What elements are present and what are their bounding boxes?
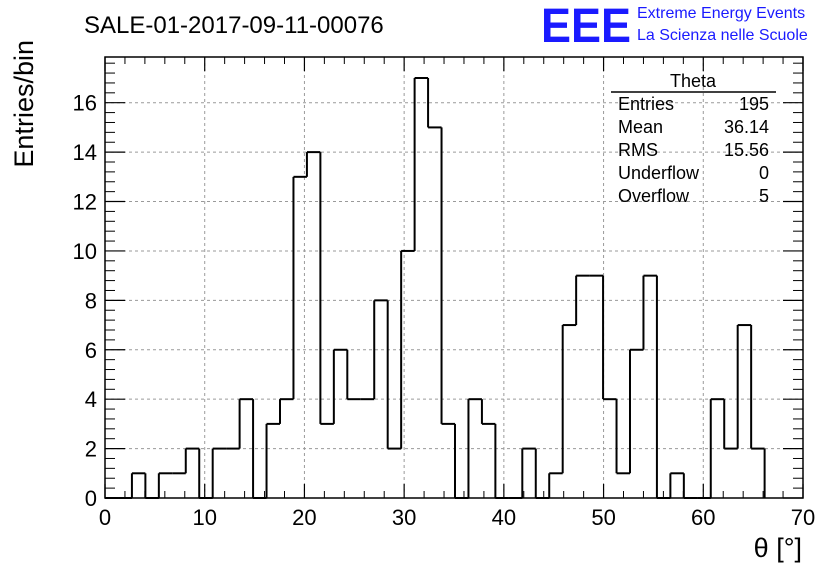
stats-title: Theta	[670, 71, 717, 91]
stats-box: Theta Entries 195 Mean 36.14 RMS 15.56 Underfl…	[611, 71, 776, 206]
stats-row-label: Entries	[618, 94, 674, 114]
stats-row-value: 15.56	[724, 140, 769, 160]
x-tick-label: 0	[99, 505, 111, 530]
y-tick-label: 6	[85, 338, 97, 363]
y-tick-label: 14	[73, 140, 97, 165]
y-tick-label: 10	[73, 239, 97, 264]
stats-row-value: 0	[759, 163, 769, 183]
stats-row-value: 195	[739, 94, 769, 114]
x-tick-label: 20	[292, 505, 316, 530]
y-tick-label: 2	[85, 437, 97, 462]
stats-row-value: 36.14	[724, 117, 769, 137]
x-tick-label: 40	[492, 505, 516, 530]
stats-row-label: Underflow	[618, 163, 700, 183]
y-tick-label: 4	[85, 387, 97, 412]
y-tick-label: 0	[85, 486, 97, 511]
eee-logo: EEE Extreme Energy Events La Scienza nel…	[541, 0, 808, 53]
x-tick-label: 60	[691, 505, 715, 530]
x-tick-label: 30	[392, 505, 416, 530]
logo-mark: EEE	[541, 0, 631, 53]
stats-rows: Entries 195 Mean 36.14 RMS 15.56 Underflow 0 Ove…	[618, 94, 769, 206]
y-axis-label: Entries/bin	[9, 40, 39, 168]
stats-row-value: 5	[759, 186, 769, 206]
histogram-outline	[105, 77, 766, 499]
stats-row-label: Overflow	[618, 186, 690, 206]
x-tick-label: 50	[591, 505, 615, 530]
axis-ticks	[104, 57, 804, 499]
y-tick-label: 16	[73, 91, 97, 116]
y-tick-label: 12	[73, 190, 97, 215]
stats-row-label: RMS	[618, 140, 658, 160]
y-tick-label: 8	[85, 288, 97, 313]
logo-line-1: Extreme Energy Events	[637, 5, 805, 22]
plot-frame	[104, 56, 804, 499]
x-tick-label: 70	[791, 505, 815, 530]
x-axis-label: θ [°]	[754, 533, 802, 563]
x-tick-label: 10	[192, 505, 216, 530]
logo-line-2: La Scienza nelle Scuole	[637, 27, 808, 44]
chart-title: SALE-01-2017-09-11-00076	[84, 12, 384, 39]
stats-row-label: Mean	[618, 117, 663, 137]
